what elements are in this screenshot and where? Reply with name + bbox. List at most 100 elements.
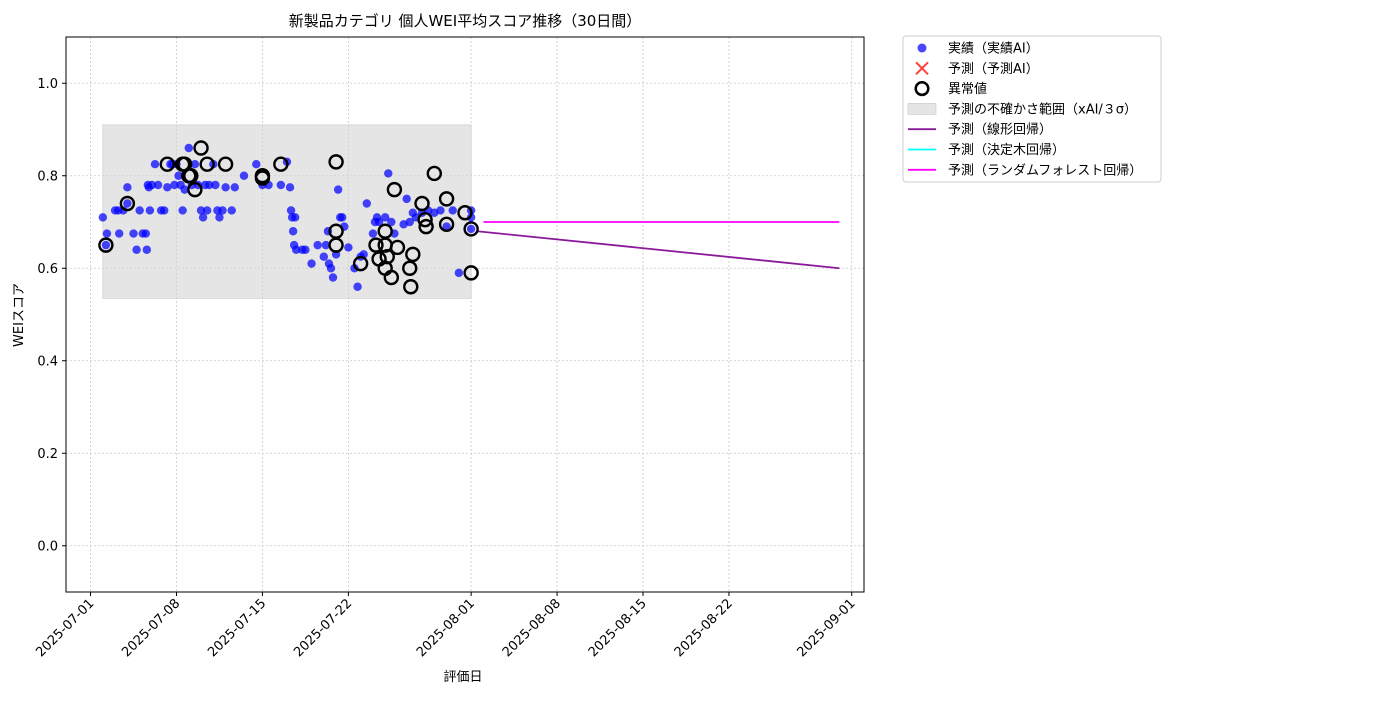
grid-layer bbox=[66, 37, 864, 592]
data-point bbox=[215, 213, 224, 222]
anomaly-marker bbox=[386, 181, 403, 198]
anomaly-marker bbox=[217, 156, 234, 172]
data-point bbox=[290, 213, 300, 222]
legend-label: 予測（線形回帰） bbox=[948, 122, 1052, 138]
y-axis-label: WEIスコア bbox=[12, 283, 27, 347]
data-point bbox=[227, 206, 236, 215]
anomaly-marker bbox=[403, 279, 419, 295]
legend-frame bbox=[902, 35, 1162, 183]
x-tick-label: 2025-07-22 bbox=[291, 596, 355, 660]
data-point bbox=[123, 199, 132, 208]
data-point bbox=[178, 206, 187, 215]
data-point bbox=[211, 180, 220, 190]
data-point bbox=[313, 240, 322, 250]
anomaly-marker bbox=[383, 269, 400, 286]
anomaly-marker bbox=[368, 237, 384, 253]
data-point bbox=[145, 206, 155, 215]
data-point bbox=[381, 213, 390, 222]
data-point bbox=[150, 159, 160, 169]
data-point bbox=[147, 180, 157, 190]
anomaly-marker bbox=[379, 248, 395, 265]
anomaly-marker bbox=[328, 154, 344, 170]
anomaly-marker bbox=[183, 168, 199, 184]
y-tick-label: 0.4 bbox=[37, 354, 58, 369]
data-point bbox=[448, 206, 457, 215]
data-point bbox=[442, 222, 451, 231]
data-point bbox=[333, 185, 343, 194]
data-point bbox=[321, 240, 331, 250]
anomaly-marker bbox=[418, 218, 434, 235]
y-tick-label: 0.2 bbox=[37, 447, 58, 462]
data-point bbox=[184, 143, 193, 153]
data-point bbox=[115, 229, 124, 238]
data-point bbox=[276, 180, 286, 190]
anomaly-marker bbox=[187, 181, 203, 198]
data-point bbox=[436, 206, 445, 215]
x-tick-label: 2025-09-01 bbox=[795, 596, 859, 660]
data-point bbox=[338, 213, 347, 222]
data-point bbox=[405, 217, 414, 227]
y-tick-label: 0.0 bbox=[37, 539, 58, 554]
x-axis-label: 評価日 bbox=[443, 670, 482, 685]
data-point bbox=[190, 159, 200, 169]
anomaly-marker bbox=[98, 237, 114, 253]
x-tick-label: 2025-08-15 bbox=[586, 596, 650, 660]
anomaly-marker bbox=[328, 237, 344, 253]
anomaly-marker bbox=[414, 195, 430, 212]
data-point bbox=[129, 229, 138, 238]
anomaly-marker bbox=[438, 191, 455, 207]
data-point bbox=[301, 245, 310, 254]
data-point bbox=[362, 199, 371, 208]
data-point bbox=[454, 268, 464, 278]
data-point bbox=[402, 194, 411, 204]
data-point bbox=[307, 259, 316, 268]
data-point bbox=[328, 273, 338, 282]
data-point bbox=[102, 229, 112, 238]
data-point bbox=[198, 213, 208, 222]
actual-point-layer bbox=[98, 143, 476, 291]
anomaly-marker bbox=[199, 156, 215, 172]
anomaly-marker bbox=[273, 156, 289, 172]
data-point bbox=[384, 169, 393, 178]
anomaly-marker bbox=[426, 165, 443, 182]
anomaly-marker bbox=[405, 246, 421, 263]
data-point bbox=[142, 245, 152, 254]
legend-label: 予測（予測AI） bbox=[948, 62, 1039, 77]
legend-swatch-prediction bbox=[915, 61, 929, 76]
data-point bbox=[123, 183, 132, 192]
data-point bbox=[326, 264, 336, 273]
data-point bbox=[218, 206, 227, 215]
anomaly-marker bbox=[463, 221, 479, 237]
anomaly-marker bbox=[463, 265, 479, 281]
x-tick-label: 2025-07-01 bbox=[33, 596, 97, 660]
data-point bbox=[291, 245, 301, 254]
data-point bbox=[239, 171, 249, 180]
data-point bbox=[221, 183, 230, 192]
legend-swatch-band bbox=[907, 103, 937, 115]
data-point bbox=[387, 217, 396, 227]
data-point bbox=[180, 185, 189, 194]
legend-label: 実績（実績AI） bbox=[948, 41, 1039, 57]
anomaly-marker bbox=[457, 205, 473, 221]
x-tick-label: 2025-08-01 bbox=[414, 596, 478, 660]
data-point bbox=[153, 180, 163, 190]
data-point bbox=[205, 180, 214, 190]
x-tick-label: 2025-07-08 bbox=[119, 596, 183, 660]
data-point bbox=[368, 229, 378, 238]
anomaly-marker bbox=[193, 140, 209, 156]
chart-title: 新製品カテゴリ 個人WEI平均スコア推移（30日間） bbox=[289, 12, 642, 30]
anomaly-marker bbox=[159, 156, 175, 172]
legend-swatch-anomaly bbox=[914, 81, 930, 97]
data-point bbox=[196, 206, 206, 215]
legend-swatch-actual bbox=[917, 43, 927, 53]
data-point bbox=[119, 206, 128, 215]
data-point bbox=[170, 180, 179, 190]
anomaly-marker bbox=[389, 239, 406, 256]
x-tick-label: 2025-08-22 bbox=[672, 596, 736, 660]
data-point bbox=[101, 240, 111, 250]
data-point bbox=[202, 206, 212, 215]
data-point bbox=[252, 159, 261, 169]
data-point bbox=[319, 252, 329, 261]
x-tick-label: 2025-07-15 bbox=[205, 596, 269, 660]
